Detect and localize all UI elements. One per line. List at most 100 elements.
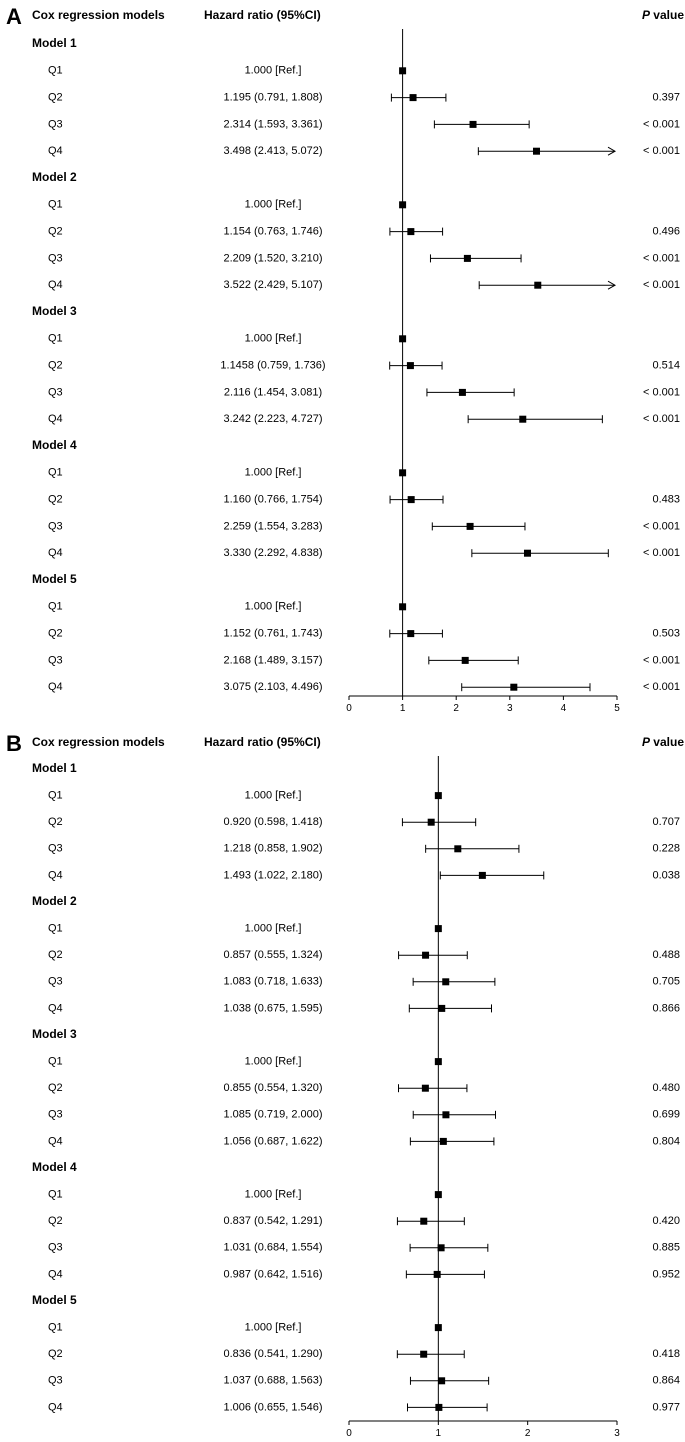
hazard-ratio-text: 1.195 (0.791, 1.808) (223, 92, 322, 104)
row-label: Q3 (48, 520, 63, 532)
hazard-ratio-text: 2.259 (1.554, 3.283) (223, 520, 322, 532)
header-p-value: P value (642, 735, 684, 749)
row-label: Q1 (48, 333, 63, 345)
hazard-ratio-text: 2.116 (1.454, 3.081) (224, 386, 322, 398)
hr-marker (427, 818, 435, 826)
row-label: Q4 (48, 1268, 63, 1280)
p-value-text: < 0.001 (643, 654, 680, 666)
row-label: Q1 (48, 1056, 63, 1068)
row-label: Q4 (48, 1401, 63, 1413)
row-label: Q1 (48, 923, 63, 935)
x-tick-label: 0 (346, 703, 352, 714)
hazard-ratio-text: 1.000 [Ref.] (245, 790, 302, 802)
p-value-text: 0.804 (652, 1135, 680, 1147)
hr-marker (433, 1270, 441, 1278)
hazard-ratio-text: 1.031 (0.684, 1.554) (223, 1242, 322, 1254)
row-label: Q2 (48, 949, 63, 961)
hr-marker (438, 1004, 446, 1012)
x-tick-label: 2 (453, 703, 459, 714)
model-label: Model 3 (32, 1027, 77, 1041)
hr-marker (407, 228, 415, 236)
row-label: Q4 (48, 279, 63, 291)
model-label: Model 3 (32, 304, 77, 318)
row-label: Q3 (48, 976, 63, 988)
p-value-text: 0.864 (652, 1375, 680, 1387)
hazard-ratio-text: 0.836 (0.541, 1.290) (223, 1348, 322, 1360)
hazard-ratio-text: 0.987 (0.642, 1.516) (223, 1268, 322, 1280)
forest-panel-a: A Cox regression models Hazard ratio (95%C… (6, 4, 684, 714)
header-p-rest: value (650, 8, 684, 22)
row-label: Q1 (48, 1189, 63, 1201)
row-label: Q4 (48, 1002, 63, 1014)
hazard-ratio-text: 0.920 (0.598, 1.418) (223, 816, 322, 828)
row-label: Q2 (48, 360, 63, 372)
hazard-ratio-text: 3.330 (2.292, 4.838) (223, 547, 322, 559)
row-label: Q2 (48, 816, 63, 828)
row-label: Q1 (48, 199, 63, 211)
p-value-text: < 0.001 (643, 279, 680, 291)
hr-marker (510, 683, 518, 691)
hazard-ratio-text: 1.000 [Ref.] (245, 333, 302, 345)
hr-marker (478, 871, 486, 879)
forest-panel-b: B Cox regression models Hazard ratio (95%C… (6, 731, 684, 1439)
x-tick-label: 3 (507, 703, 513, 714)
hazard-ratio-text: 1.154 (0.763, 1.746) (223, 226, 322, 238)
row-label: Q3 (48, 1109, 63, 1121)
hazard-ratio-text: 3.498 (2.413, 5.072) (223, 145, 322, 157)
header-p-italic: P (642, 735, 651, 749)
row-label: Q4 (48, 547, 63, 559)
hazard-ratio-text: 1.160 (0.766, 1.754) (223, 494, 322, 506)
row-label: Q1 (48, 467, 63, 479)
hazard-ratio-text: 0.857 (0.555, 1.324) (223, 949, 322, 961)
p-value-text: < 0.001 (643, 145, 680, 157)
p-value-text: 0.952 (652, 1268, 680, 1280)
hr-marker (439, 1137, 447, 1145)
p-value-text: < 0.001 (643, 386, 680, 398)
x-tick-label: 4 (561, 703, 567, 714)
row-label: Q4 (48, 145, 63, 157)
p-value-text: 0.397 (652, 92, 680, 104)
hazard-ratio-text: 0.855 (0.554, 1.320) (223, 1082, 322, 1094)
p-value-text: 0.885 (652, 1242, 680, 1254)
row-label: Q3 (48, 1375, 63, 1387)
p-value-text: 0.483 (652, 494, 680, 506)
hr-marker (409, 94, 417, 102)
row-label: Q4 (48, 681, 63, 693)
row-label: Q3 (48, 1242, 63, 1254)
header-hazard-ratio: Hazard ratio (95%CI) (204, 8, 321, 22)
x-tick-label: 5 (614, 703, 620, 714)
model-label: Model 5 (32, 1293, 77, 1307)
row-label: Q3 (48, 654, 63, 666)
p-value-text: 0.977 (652, 1401, 680, 1413)
hazard-ratio-text: 3.075 (2.103, 4.496) (223, 681, 322, 693)
model-label: Model 1 (32, 761, 77, 775)
p-value-text: < 0.001 (643, 118, 680, 130)
hr-marker (458, 388, 466, 396)
hr-marker (523, 549, 531, 557)
model-label: Model 2 (32, 170, 77, 184)
hr-marker (435, 1403, 443, 1411)
hr-marker (438, 1377, 446, 1385)
hr-marker (420, 1350, 428, 1358)
header-p-value: P value (642, 8, 684, 22)
p-value-text: 0.228 (652, 843, 680, 855)
p-value-text: 0.418 (652, 1348, 680, 1360)
row-label: Q1 (48, 790, 63, 802)
hazard-ratio-text: 1.000 [Ref.] (245, 1322, 302, 1334)
row-label: Q1 (48, 601, 63, 613)
hazard-ratio-text: 2.168 (1.489, 3.157) (223, 654, 322, 666)
hr-marker (406, 362, 414, 370)
p-value-text: < 0.001 (643, 252, 680, 264)
row-label: Q1 (48, 65, 63, 77)
hazard-ratio-text: 1.493 (1.022, 2.180) (223, 869, 322, 881)
row-label: Q3 (48, 252, 63, 264)
x-tick-label: 0 (346, 1428, 352, 1439)
hr-marker (532, 147, 540, 155)
row-label: Q4 (48, 413, 63, 425)
p-value-text: 0.705 (652, 976, 680, 988)
row-label: Q2 (48, 494, 63, 506)
hr-marker (442, 978, 450, 986)
row-label: Q1 (48, 1322, 63, 1334)
hr-marker (421, 1084, 429, 1092)
